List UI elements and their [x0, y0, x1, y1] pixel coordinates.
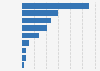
Bar — [22, 48, 26, 53]
Bar — [22, 25, 48, 31]
Bar — [22, 62, 24, 68]
Bar — [22, 10, 58, 16]
Bar — [22, 55, 26, 60]
Bar — [22, 40, 29, 46]
Bar — [22, 33, 38, 38]
Bar — [22, 3, 89, 9]
Bar — [22, 18, 51, 23]
